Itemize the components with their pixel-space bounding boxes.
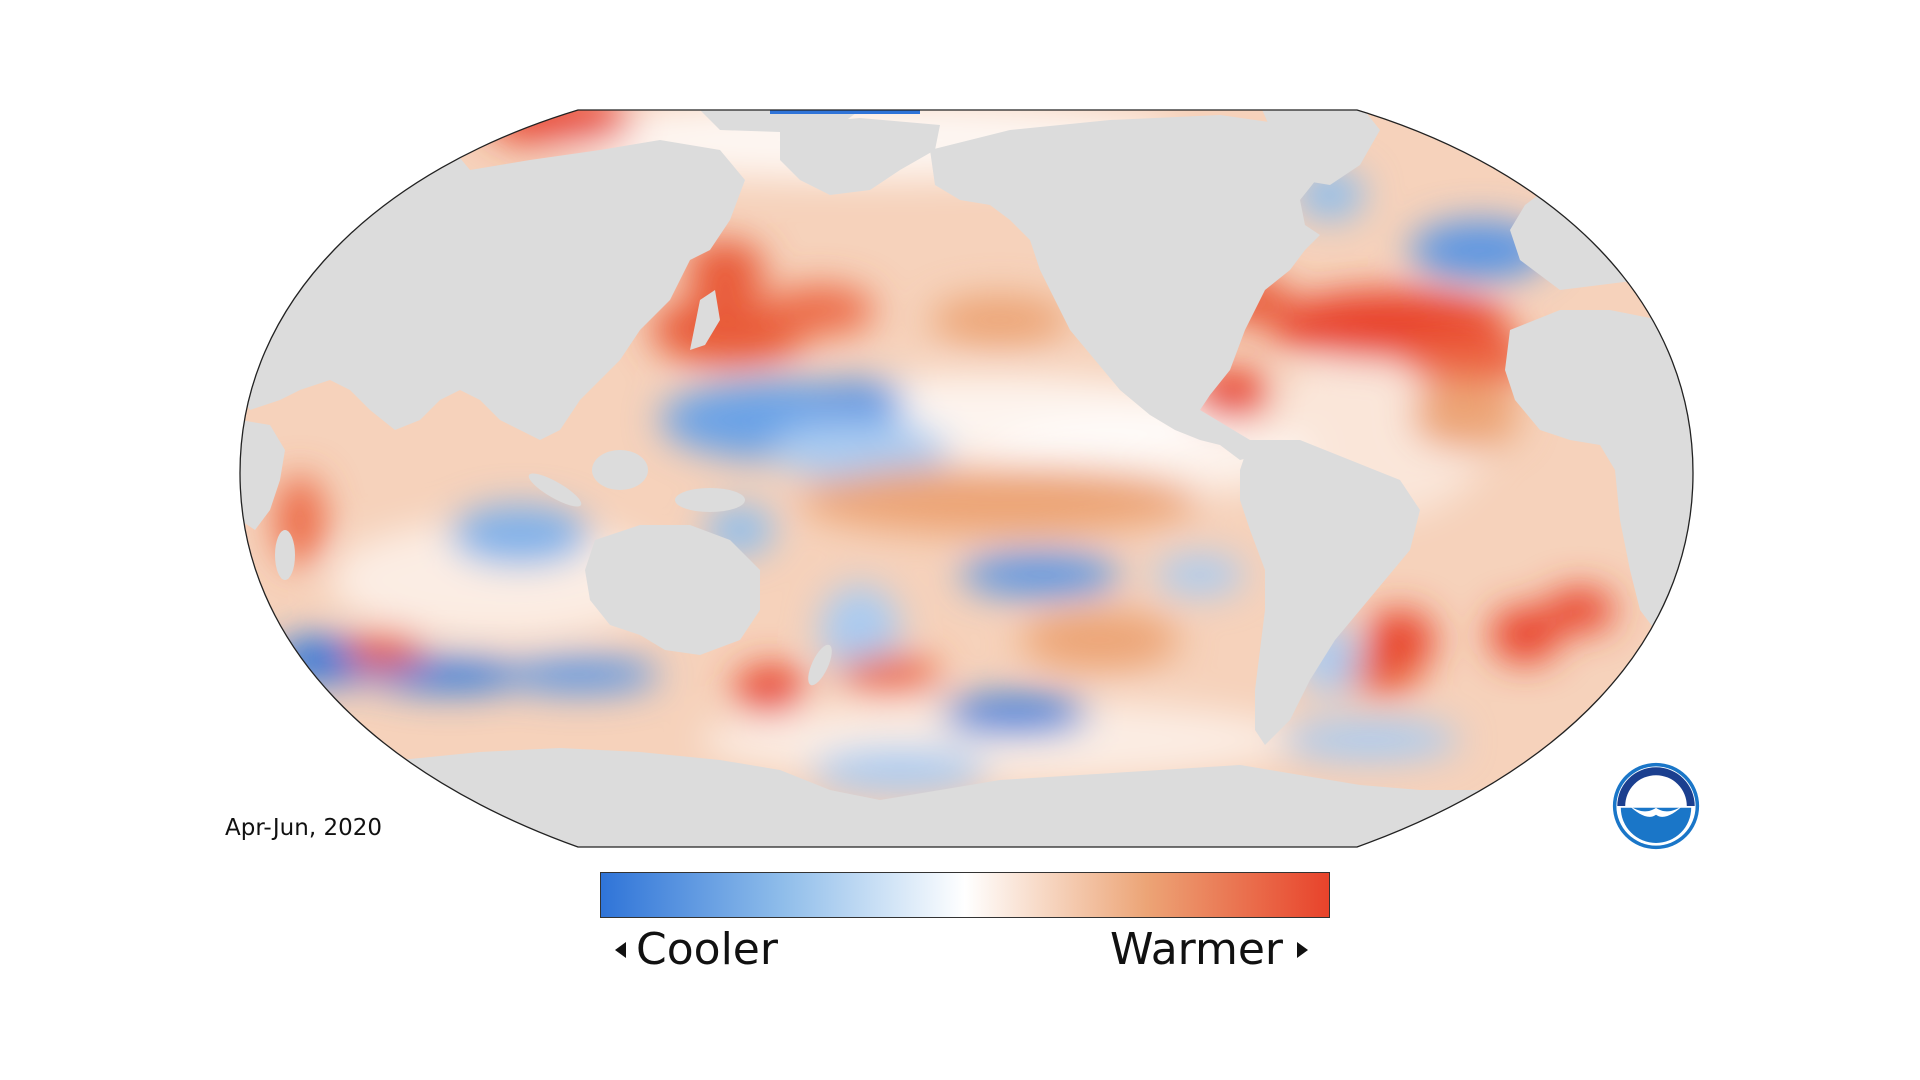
- legend-gradient: [601, 873, 1329, 917]
- land-north-america: [930, 115, 1330, 460]
- noaa-logo: NOAA: [1612, 762, 1700, 850]
- legend-cooler: Cooler: [615, 922, 778, 978]
- land-arctic: [700, 110, 860, 132]
- legend-warmer-label: Warmer: [1110, 924, 1283, 975]
- noaa-logo-text: NOAA: [1633, 783, 1678, 799]
- land-new-zealand: [808, 644, 832, 686]
- map-content: [240, 110, 1693, 847]
- land-new-guinea: [675, 488, 745, 512]
- land-alaska: [780, 118, 940, 195]
- legend-warmer: Warmer: [1110, 922, 1308, 978]
- land-madagascar: [275, 530, 295, 580]
- map-outline: [239, 109, 1694, 848]
- period-label: Apr-Jun, 2020: [225, 815, 382, 841]
- arrow-left-icon: [615, 942, 626, 958]
- land-east-africa: [240, 420, 285, 530]
- legend-cooler-label: Cooler: [636, 924, 778, 975]
- land-greenland: [1260, 110, 1380, 185]
- land-japan: [690, 290, 720, 350]
- color-legend-bar: [600, 872, 1330, 918]
- land-antarctica: [240, 748, 1693, 847]
- land-africa: [1505, 310, 1693, 630]
- land-australia: [585, 525, 760, 655]
- land-south-america: [1240, 440, 1420, 745]
- land-borneo: [592, 450, 648, 490]
- land-sumatra: [528, 473, 582, 507]
- arrow-right-icon: [1297, 942, 1308, 958]
- arctic-cool-strip: [770, 110, 920, 114]
